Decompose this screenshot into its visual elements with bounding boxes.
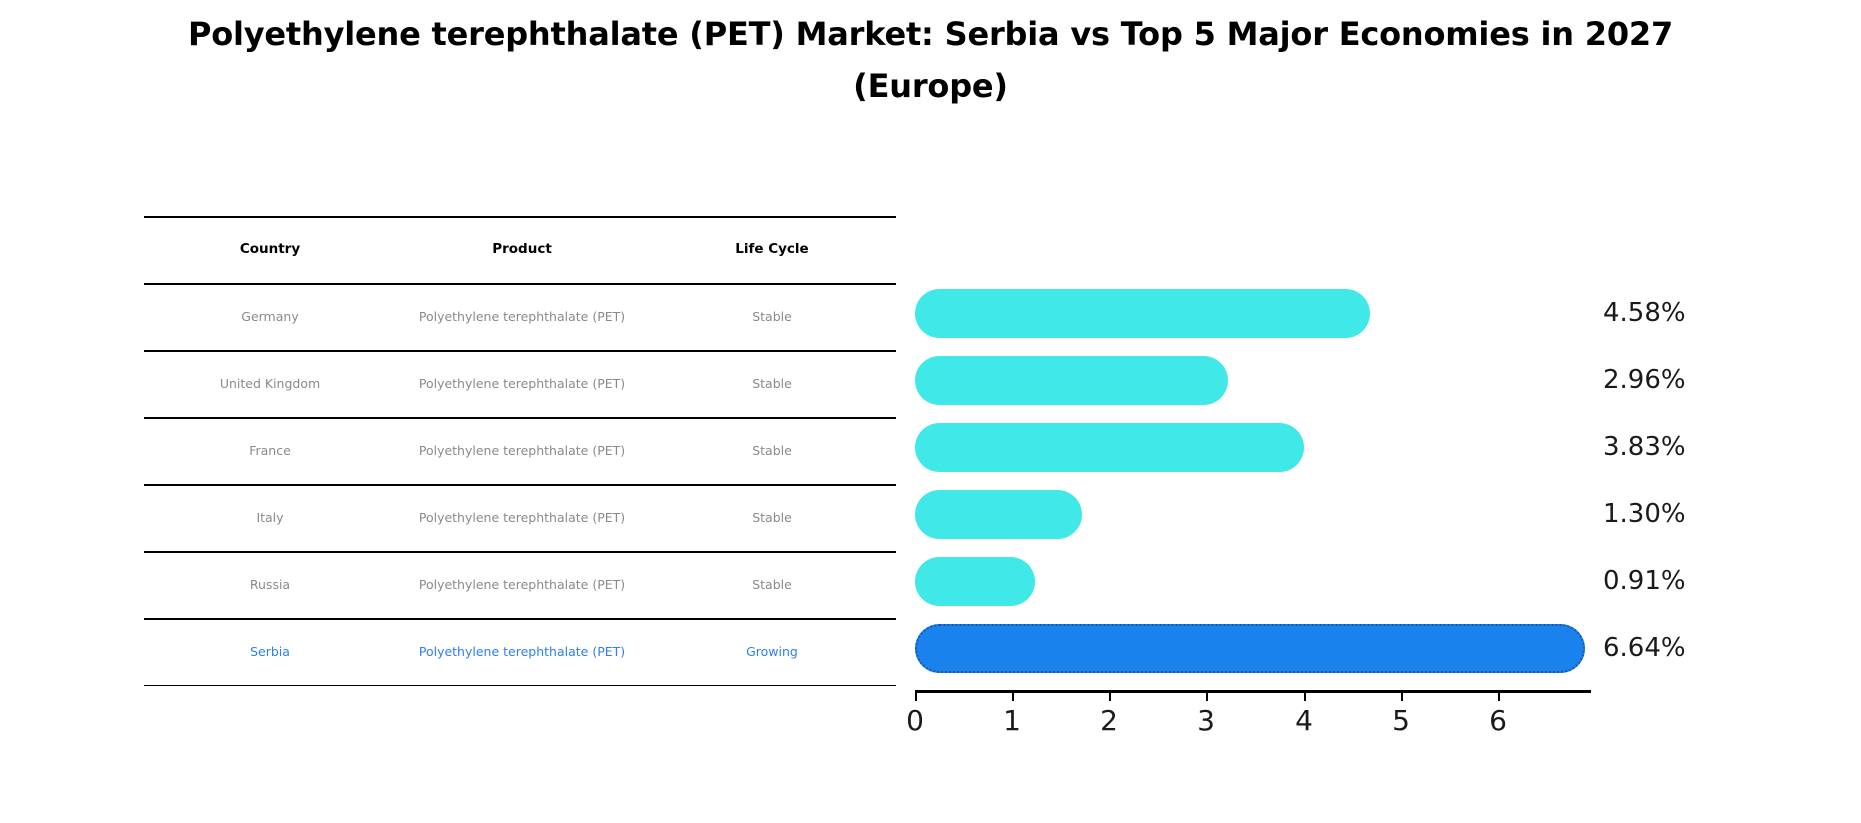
table-row-rule	[144, 618, 896, 620]
cell-country: Italy	[256, 510, 284, 525]
table-row[interactable]: Russia Polyethylene terephthalate (PET) …	[144, 551, 896, 618]
x-tick	[1109, 690, 1111, 701]
x-tick-label: 4	[1295, 704, 1313, 737]
cell-life-cycle: Stable	[752, 309, 792, 324]
cell-life-cycle: Growing	[746, 644, 798, 659]
table-rule-header-bottom	[144, 283, 896, 285]
cell-country: France	[249, 443, 291, 458]
table-row[interactable]: Italy Polyethylene terephthalate (PET) S…	[144, 484, 896, 551]
x-axis: 0 1 2 3 4 5 6	[906, 690, 1591, 750]
column-header-life-cycle: Life Cycle	[735, 241, 809, 257]
bar-track: 1.30%	[915, 481, 1686, 548]
chart-title-line-2: (Europe)	[853, 67, 1008, 105]
bar-value-label: 0.91%	[1603, 566, 1686, 596]
table-header-row: Country Product Life Cycle	[144, 216, 896, 283]
bar-value-label: 2.96%	[1603, 365, 1686, 395]
x-axis-line	[915, 690, 1591, 693]
column-header-country: Country	[239, 241, 301, 257]
column-header-product: Product	[492, 241, 552, 257]
cell-product: Polyethylene terephthalate (PET)	[418, 644, 626, 659]
table-row[interactable]: United Kingdom Polyethylene terephthalat…	[144, 350, 896, 417]
bar-france[interactable]	[915, 423, 1304, 472]
x-tick	[1498, 690, 1500, 701]
table-row[interactable]: France Polyethylene terephthalate (PET) …	[144, 417, 896, 484]
x-tick	[915, 690, 917, 701]
country-table: Country Product Life Cycle Germany Polye…	[144, 216, 896, 696]
bar-track: 3.83%	[915, 414, 1686, 481]
bar-italy[interactable]	[915, 490, 1082, 539]
x-tick-label: 5	[1392, 704, 1410, 737]
x-tick-label: 0	[906, 704, 924, 737]
x-tick	[1304, 690, 1306, 701]
table-row-rule	[144, 484, 896, 486]
cell-country: Germany	[241, 309, 299, 324]
x-tick-label: 1	[1003, 704, 1021, 737]
bar-germany[interactable]	[915, 289, 1370, 338]
cell-product: Polyethylene terephthalate (PET)	[418, 309, 626, 324]
x-tick	[1401, 690, 1403, 701]
bar-track: 4.58%	[915, 280, 1686, 347]
cell-product: Polyethylene terephthalate (PET)	[418, 443, 626, 458]
bar-value-label: 1.30%	[1603, 499, 1686, 529]
cell-life-cycle: Stable	[752, 510, 792, 525]
cell-product: Polyethylene terephthalate (PET)	[418, 577, 626, 592]
table-row[interactable]: Germany Polyethylene terephthalate (PET)…	[144, 283, 896, 350]
cell-country: Russia	[249, 577, 291, 592]
x-tick	[1012, 690, 1014, 701]
table-row-rule	[144, 551, 896, 553]
bar-chart-plot-area: 4.58% 2.96% 3.83% 1.30% 0.91% 6.64%	[915, 280, 1686, 690]
cell-product: Polyethylene terephthalate (PET)	[418, 376, 626, 391]
table-row-rule	[144, 417, 896, 419]
cell-country: Serbia	[250, 644, 290, 659]
bar-serbia[interactable]	[915, 624, 1585, 673]
bar-value-label: 4.58%	[1603, 298, 1686, 328]
cell-life-cycle: Stable	[752, 376, 792, 391]
cell-country: United Kingdom	[219, 376, 321, 391]
bar-track: 0.91%	[915, 548, 1686, 615]
cell-product: Polyethylene terephthalate (PET)	[418, 510, 626, 525]
table-rule-top	[144, 216, 896, 218]
bar-value-label: 3.83%	[1603, 432, 1686, 462]
bar-united-kingdom[interactable]	[915, 356, 1228, 405]
chart-title: Polyethylene terephthalate (PET) Market:…	[0, 8, 1861, 112]
x-tick-label: 3	[1197, 704, 1215, 737]
x-tick-label: 6	[1489, 704, 1507, 737]
chart-title-line-1: Polyethylene terephthalate (PET) Market:…	[187, 15, 1674, 53]
bar-value-label: 6.64%	[1603, 633, 1686, 663]
table-rule-bottom	[144, 685, 896, 686]
table-row-rule	[144, 350, 896, 352]
cell-life-cycle: Stable	[752, 443, 792, 458]
x-tick-label: 2	[1100, 704, 1118, 737]
bar-russia[interactable]	[915, 557, 1035, 606]
x-tick	[1206, 690, 1208, 701]
bar-track: 6.64%	[915, 615, 1686, 682]
cell-life-cycle: Stable	[752, 577, 792, 592]
bar-track: 2.96%	[915, 347, 1686, 414]
table-row-highlighted[interactable]: Serbia Polyethylene terephthalate (PET) …	[144, 618, 896, 685]
